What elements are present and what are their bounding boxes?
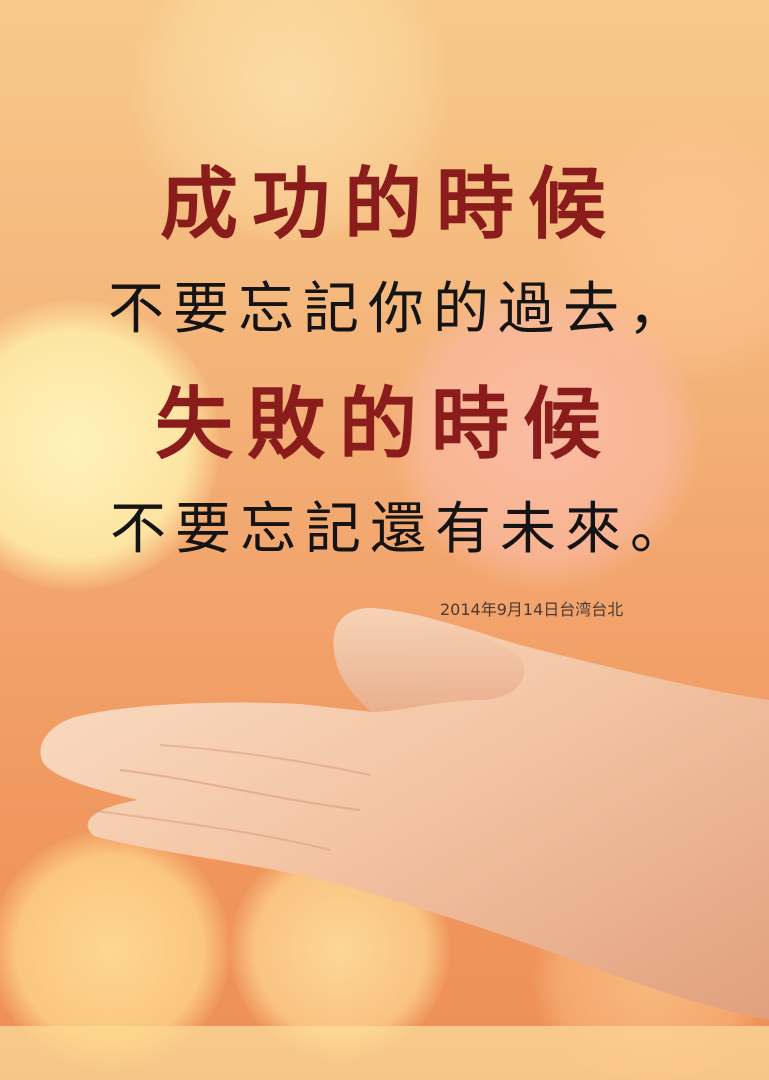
thumb-shape bbox=[333, 607, 525, 712]
open-hand-illustration bbox=[40, 607, 769, 1020]
date-caption: 2014年9月14日台湾台北 bbox=[440, 600, 624, 619]
quote-line-past: 不要忘記你的過去， bbox=[108, 277, 693, 342]
finger-line bbox=[89, 809, 331, 851]
palm-crease bbox=[159, 744, 371, 776]
quote-line-success: 成功的時候 bbox=[160, 160, 621, 250]
palm-crease bbox=[119, 769, 361, 811]
quote-line-future: 不要忘記還有未來。 bbox=[110, 497, 695, 562]
quote-line-failure: 失敗的時候 bbox=[155, 380, 616, 470]
palm-shape bbox=[40, 607, 769, 1020]
